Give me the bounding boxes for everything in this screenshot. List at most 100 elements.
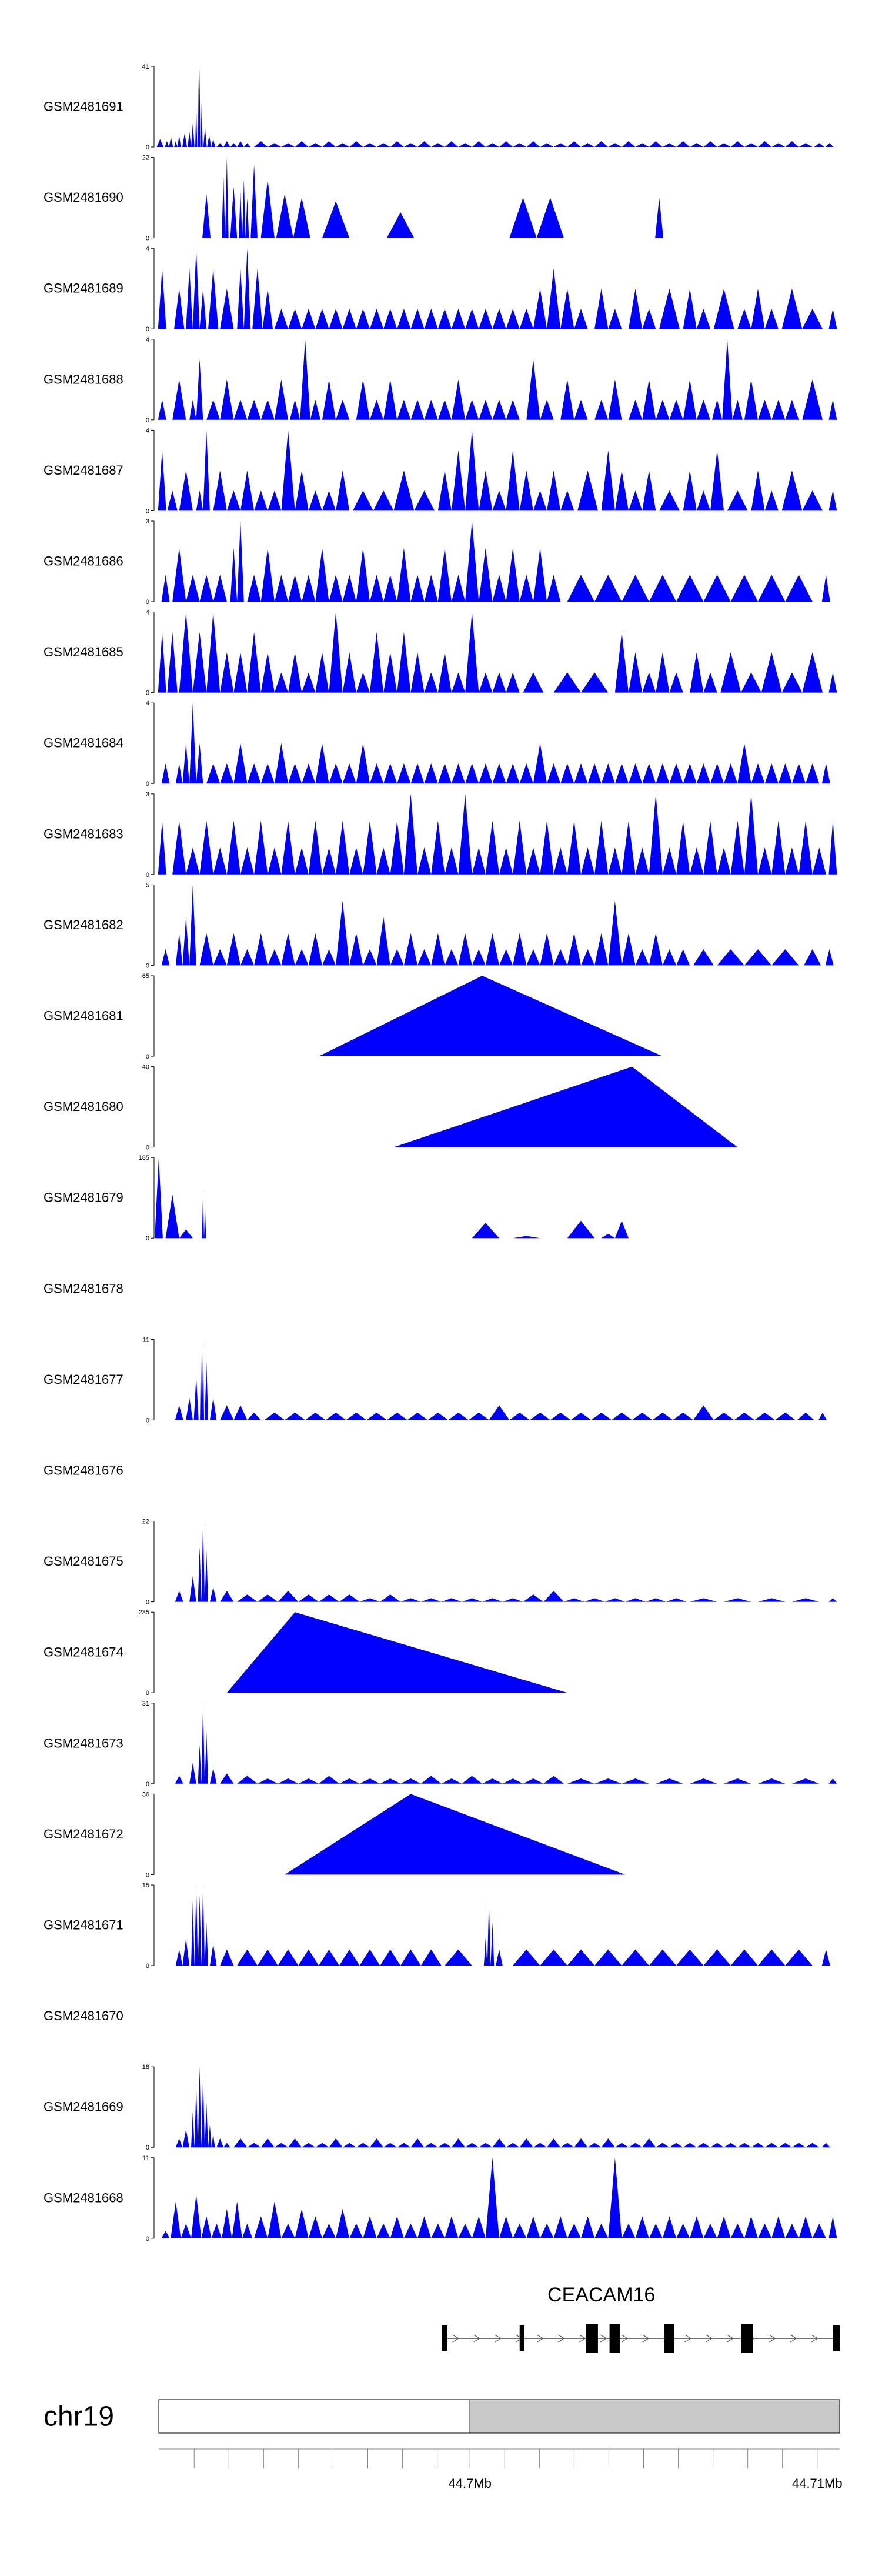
y-axis-max-label: 11 (143, 1336, 149, 1343)
signal-area (158, 339, 837, 420)
strand-arrow-icon (600, 2334, 607, 2343)
track-gsm2481668: GSM2481668 11 0 (44, 2155, 837, 2243)
y-axis-zero-label: 0 (146, 1417, 149, 1424)
y-axis-zero-label: 0 (146, 780, 149, 788)
track-gsm2481684: GSM2481684 4 0 (44, 700, 830, 788)
track-label: GSM2481683 (44, 826, 123, 841)
y-axis-max-label: 22 (142, 155, 149, 162)
track-label: GSM2481684 (44, 736, 123, 750)
signal-area (161, 2157, 837, 2238)
y-axis-zero-label: 0 (146, 1235, 149, 1242)
track-label: GSM2481682 (44, 917, 123, 932)
signal-area (158, 793, 837, 875)
y-axis-zero-label: 0 (146, 2235, 149, 2243)
track-gsm2481672: GSM2481672 36 0 (44, 1791, 626, 1878)
track-gsm2481675: GSM2481675 22 0 (44, 1519, 837, 1606)
signal-area (158, 248, 837, 329)
track-gsm2481687: GSM2481687 4 0 (44, 427, 837, 515)
signal-area (226, 1612, 567, 1693)
strand-arrow-icon (706, 2334, 713, 2343)
track-label: GSM2481680 (44, 1099, 123, 1114)
y-axis-zero-label: 0 (146, 1053, 149, 1060)
track-label: GSM2481671 (44, 1918, 123, 1933)
strand-arrow-icon (537, 2334, 544, 2343)
y-axis-max-label: 11 (143, 2155, 149, 2162)
track-label: GSM2481691 (44, 99, 123, 114)
gene-model: CEACAM16 (442, 2284, 840, 2353)
track-label: GSM2481685 (44, 645, 123, 659)
track-gsm2481688: GSM2481688 4 0 (44, 336, 837, 424)
y-axis-zero-label: 0 (146, 1781, 149, 1788)
y-axis-max-label: 31 (142, 1700, 149, 1707)
gene-exon (586, 2324, 598, 2353)
strand-arrow-icon (558, 2334, 565, 2343)
y-axis-zero-label: 0 (146, 1690, 149, 1697)
track-label: GSM2481669 (44, 2100, 123, 2114)
track-gsm2481689: GSM2481689 4 0 (44, 245, 837, 333)
strand-arrow-icon (473, 2334, 480, 2343)
y-axis-zero-label: 0 (146, 235, 149, 242)
strand-arrow-icon (727, 2334, 734, 2343)
signal-area (202, 157, 664, 238)
track-gsm2481679: GSM2481679 185 0 (44, 1154, 735, 1242)
y-axis-zero-label: 0 (146, 962, 149, 969)
signal-area (285, 1794, 626, 1875)
strand-arrow-icon (621, 2334, 629, 2343)
signal-area (393, 1066, 738, 1147)
track-label: GSM2481670 (44, 2008, 123, 2023)
signal-area (161, 703, 830, 784)
track-gsm2481669: GSM2481669 18 0 (44, 2064, 830, 2151)
y-axis-max-label: 3 (146, 791, 149, 798)
track-label: GSM2481690 (44, 190, 123, 205)
signal-area (158, 612, 837, 693)
y-axis-zero-label: 0 (146, 1599, 149, 1606)
track-label: GSM2481678 (44, 1281, 123, 1296)
signal-area (175, 1339, 827, 1420)
y-axis-max-label: 36 (142, 1791, 149, 1798)
y-axis-max-label: 4 (146, 609, 149, 616)
y-axis-zero-label: 0 (146, 417, 149, 424)
y-axis-max-label: 185 (139, 1154, 149, 1162)
y-axis-max-label: 4 (146, 336, 149, 343)
gene-exon (664, 2324, 674, 2353)
track-label: GSM2481686 (44, 554, 123, 569)
track-label: GSM2481689 (44, 281, 123, 296)
strand-arrow-icon (495, 2334, 502, 2343)
track-gsm2481677: GSM2481677 11 0 (44, 1336, 827, 1424)
strand-arrow-icon (642, 2334, 650, 2343)
track-gsm2481670: GSM2481670 (44, 2008, 123, 2023)
y-axis-max-label: 5 (146, 882, 149, 889)
gene-exon (609, 2324, 620, 2353)
ideogram-band-shaded (469, 2399, 840, 2434)
y-axis-max-label: 4 (146, 700, 149, 707)
track-label: GSM2481674 (44, 1645, 123, 1660)
track-gsm2481673: GSM2481673 31 0 (44, 1700, 837, 1788)
signal-area (156, 66, 834, 147)
y-axis-zero-label: 0 (146, 326, 149, 333)
signal-area (319, 976, 663, 1056)
track-label: GSM2481679 (44, 1190, 123, 1205)
gene-name-label: CEACAM16 (547, 2284, 655, 2306)
track-gsm2481680: GSM2481680 40 0 (44, 1064, 738, 1152)
signal-area (175, 1703, 837, 1784)
signal-area (175, 1521, 837, 1602)
track-label: GSM2481668 (44, 2190, 123, 2205)
track-gsm2481671: GSM2481671 15 0 (44, 1882, 830, 1970)
y-axis-max-label: 65 (142, 973, 149, 980)
track-gsm2481678: GSM2481678 (44, 1281, 123, 1296)
y-axis-max-label: 4 (146, 427, 149, 434)
y-axis-max-label: 235 (139, 1609, 149, 1616)
track-label: GSM2481687 (44, 463, 123, 478)
y-axis-zero-label: 0 (146, 1963, 149, 1970)
signal-area (158, 430, 837, 511)
tracks-layer: GSM2481691410GSM2481690220GSM248168940GS… (44, 64, 837, 2243)
track-gsm2481686: GSM2481686 3 0 (44, 518, 830, 606)
y-axis-max-label: 40 (142, 1064, 149, 1071)
coordinate-label: 44.71Mb (792, 2476, 843, 2491)
signal-area (175, 2067, 830, 2148)
y-axis-zero-label: 0 (146, 508, 149, 515)
strand-arrow-icon (684, 2334, 691, 2343)
y-axis-zero-label: 0 (146, 1144, 149, 1152)
strand-arrow-icon (790, 2334, 797, 2343)
strand-arrow-icon (811, 2334, 818, 2343)
